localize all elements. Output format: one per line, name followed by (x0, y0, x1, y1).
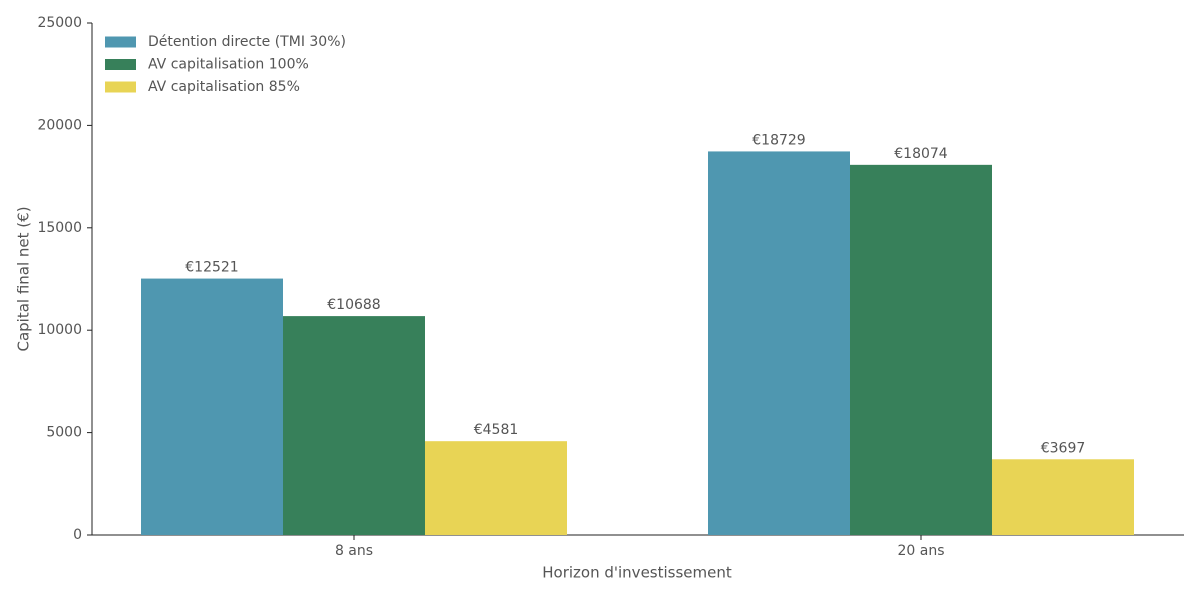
bar (850, 164, 992, 535)
legend-swatch (105, 81, 136, 93)
y-tick-label: 5000 (46, 425, 82, 441)
y-tick-label: 10000 (37, 322, 82, 338)
value-label: €18729 (752, 132, 805, 148)
bar (283, 316, 425, 535)
bar (141, 278, 283, 535)
bar (708, 151, 850, 535)
legend-label: Détention directe (TMI 30%) (148, 34, 346, 50)
legend-swatch (105, 36, 136, 48)
value-label: €4581 (474, 422, 519, 438)
legend-swatch (105, 59, 136, 70)
legend-label: AV capitalisation 100% (148, 57, 309, 73)
y-tick-label: 15000 (37, 220, 82, 236)
legend-label: AV capitalisation 85% (148, 79, 300, 95)
value-label: €10688 (327, 297, 380, 313)
value-label: €12521 (185, 260, 238, 276)
bar (992, 459, 1134, 535)
y-axis-label: Capital final net (€) (15, 206, 33, 351)
x-axis-label: Horizon d'investissement (542, 564, 732, 582)
value-label: €3697 (1041, 440, 1086, 456)
bar (425, 441, 567, 535)
y-tick-label: 0 (73, 527, 82, 543)
value-label: €18074 (894, 146, 948, 162)
x-tick-label: 8 ans (335, 543, 373, 559)
y-tick-label: 20000 (37, 117, 82, 133)
y-tick-label: 25000 (37, 15, 82, 31)
x-tick-label: 20 ans (897, 543, 944, 559)
